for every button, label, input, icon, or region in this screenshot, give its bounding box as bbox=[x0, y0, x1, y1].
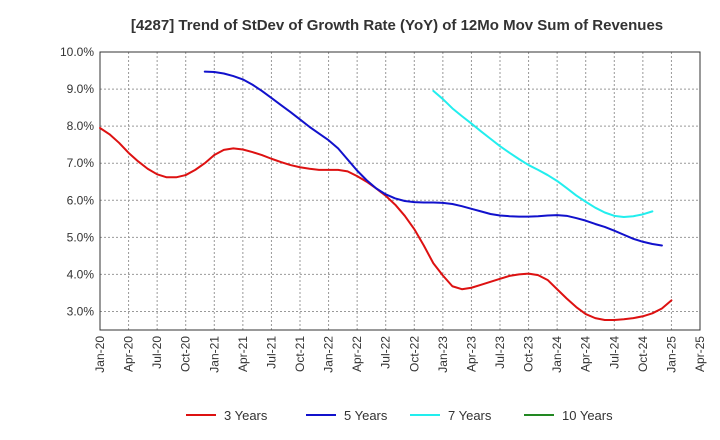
y-tick-label: 5.0% bbox=[67, 230, 95, 244]
x-tick-label: Jul-23 bbox=[493, 336, 507, 369]
y-tick-label: 4.0% bbox=[67, 267, 95, 281]
x-tick-label: Apr-25 bbox=[693, 336, 707, 372]
y-tick-label: 6.0% bbox=[67, 193, 95, 207]
x-tick-label: Jul-22 bbox=[379, 336, 393, 369]
axes: 3.0% 4.0% 5.0% 6.0% 7.0% 8.0% 9.0% 10.0% Jan-20 A… bbox=[60, 45, 707, 373]
x-tick-label: Jan-21 bbox=[207, 336, 221, 373]
x-tick-label: Jan-25 bbox=[664, 336, 678, 373]
x-tick-label: Jan-24 bbox=[550, 336, 564, 373]
legend: 3 Years 5 Years 7 Years 10 Years bbox=[186, 408, 613, 423]
x-tick-label: Apr-22 bbox=[350, 336, 364, 372]
x-tick-label: Apr-24 bbox=[579, 336, 593, 372]
series-line-7-years bbox=[432, 89, 654, 218]
series-lines bbox=[99, 70, 673, 321]
x-tick-label: Jul-21 bbox=[264, 336, 278, 369]
x-tick-label: Jan-23 bbox=[436, 336, 450, 373]
grid-lines bbox=[99, 51, 701, 330]
y-tick-label: 3.0% bbox=[67, 304, 95, 318]
x-tick-label: Oct-23 bbox=[522, 336, 536, 372]
plot-border bbox=[99, 51, 701, 331]
x-tick-label: Apr-20 bbox=[122, 336, 136, 372]
legend-label: 3 Years bbox=[224, 408, 268, 423]
x-tick-label: Jan-22 bbox=[322, 336, 336, 373]
series-line-5-years bbox=[203, 70, 663, 247]
legend-label: 7 Years bbox=[448, 408, 492, 423]
y-tick-label: 9.0% bbox=[67, 82, 95, 96]
y-tick-label: 8.0% bbox=[67, 119, 95, 133]
x-tick-label: Jan-20 bbox=[93, 336, 107, 373]
x-tick-label: Apr-21 bbox=[236, 336, 250, 372]
x-tick-label: Oct-21 bbox=[293, 336, 307, 372]
legend-label: 5 Years bbox=[344, 408, 388, 423]
x-tick-label: Oct-22 bbox=[407, 336, 421, 372]
x-tick-label: Jul-20 bbox=[150, 336, 164, 369]
chart-title: [4287] Trend of StDev of Growth Rate (Yo… bbox=[131, 17, 663, 34]
series-line-3-years bbox=[99, 126, 673, 321]
y-tick-label: 10.0% bbox=[60, 45, 94, 59]
x-tick-label: Apr-23 bbox=[464, 336, 478, 372]
x-tick-label: Jul-24 bbox=[607, 336, 621, 369]
x-tick-label: Oct-20 bbox=[179, 336, 193, 372]
x-tick-label: Oct-24 bbox=[636, 336, 650, 372]
legend-label: 10 Years bbox=[562, 408, 613, 423]
plot-area bbox=[100, 52, 700, 330]
y-tick-label: 7.0% bbox=[67, 156, 95, 170]
